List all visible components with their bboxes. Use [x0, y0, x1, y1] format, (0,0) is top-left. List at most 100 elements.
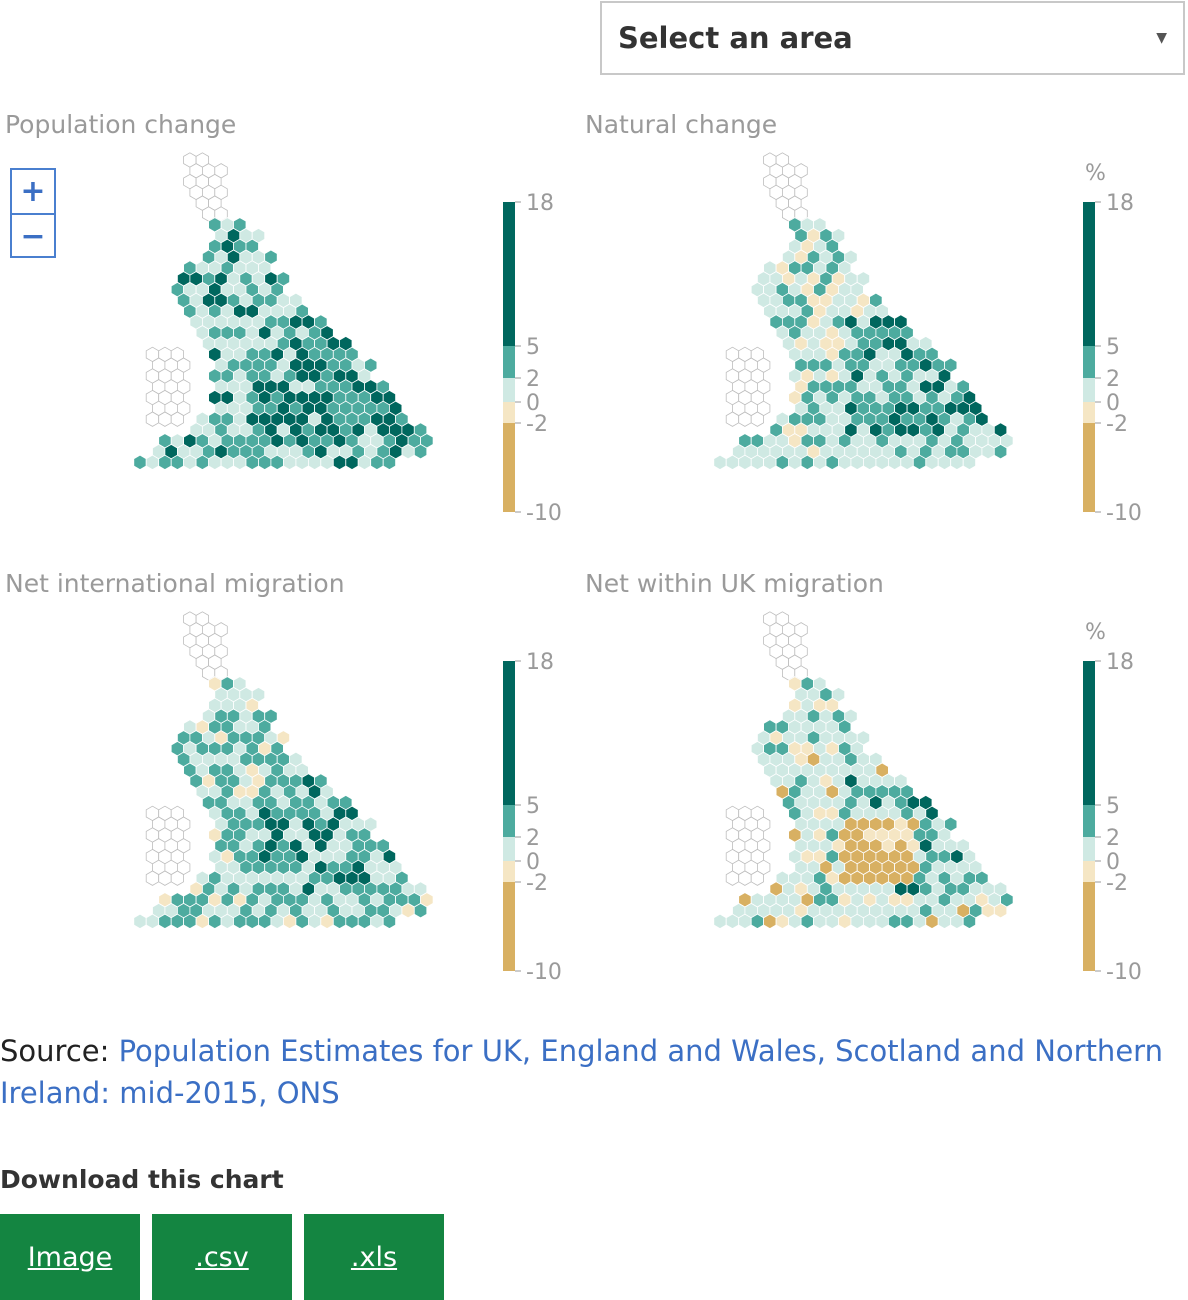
download-xls-button[interactable]: .xls	[304, 1214, 444, 1300]
hex-cell[interactable]	[413, 902, 428, 919]
hex-cell[interactable]	[750, 870, 764, 886]
hex-cell[interactable]	[725, 454, 740, 471]
hex-cell[interactable]	[282, 454, 297, 471]
hex-cell[interactable]	[145, 411, 160, 427]
hex-cell[interactable]	[887, 454, 902, 471]
download-csv-button[interactable]: .csv	[152, 1214, 292, 1300]
hex-cell[interactable]	[912, 913, 927, 930]
hex-cell[interactable]	[838, 913, 852, 930]
zoom-out-button[interactable]: −	[20, 219, 46, 254]
area-select[interactable]: Select an area ▼	[600, 1, 1185, 75]
hex-cell[interactable]	[825, 454, 839, 471]
hex-cell[interactable]	[307, 913, 322, 930]
hex-cell[interactable]	[307, 454, 322, 471]
hex-cell[interactable]	[183, 913, 197, 930]
hex-cell[interactable]	[900, 913, 914, 930]
hex-cell[interactable]	[750, 913, 764, 930]
hex-cell[interactable]	[170, 870, 184, 886]
hex-cell[interactable]	[320, 454, 334, 471]
hex-cell[interactable]	[295, 454, 309, 471]
hex-cell[interactable]	[345, 913, 359, 930]
hex-cell[interactable]	[413, 443, 428, 460]
hex-cell[interactable]	[183, 454, 197, 471]
hex-cell[interactable]	[788, 913, 802, 930]
hex-cell[interactable]	[800, 454, 814, 471]
source-link[interactable]: Population Estimates for UK, England and…	[0, 1034, 1163, 1110]
hex-cell[interactable]	[158, 870, 172, 886]
hex-cell[interactable]	[738, 870, 752, 886]
hex-cell[interactable]	[145, 454, 160, 471]
hex-cell[interactable]	[725, 870, 740, 886]
hex-cell[interactable]	[850, 454, 864, 471]
hex-cell[interactable]	[962, 454, 977, 471]
hex-cell[interactable]	[993, 443, 1008, 460]
hex-cell[interactable]	[345, 454, 359, 471]
hex-map[interactable]	[120, 140, 450, 560]
hex-cell[interactable]	[775, 913, 789, 930]
hex-cell[interactable]	[775, 454, 789, 471]
hex-cell[interactable]	[158, 411, 172, 427]
hex-cell[interactable]	[158, 454, 172, 471]
hex-cell[interactable]	[370, 454, 384, 471]
hex-cell[interactable]	[875, 454, 889, 471]
hex-cell[interactable]	[763, 913, 777, 930]
hex-cell[interactable]	[220, 913, 234, 930]
hex-cell[interactable]	[382, 454, 397, 471]
hex-cell[interactable]	[258, 913, 272, 930]
hex-cell[interactable]	[370, 913, 384, 930]
hex-cell[interactable]	[133, 913, 147, 930]
hex-cell[interactable]	[713, 454, 727, 471]
hex-cell[interactable]	[270, 913, 284, 930]
hex-cell[interactable]	[320, 913, 334, 930]
hex-map[interactable]	[700, 140, 1030, 560]
hex-cell[interactable]	[233, 454, 247, 471]
hex-cell[interactable]	[862, 454, 877, 471]
hex-map[interactable]	[120, 599, 450, 1019]
hex-cell[interactable]	[195, 913, 209, 930]
hex-cell[interactable]	[937, 454, 952, 471]
hex-cell[interactable]	[875, 913, 889, 930]
hex-cell[interactable]	[332, 454, 347, 471]
hex-cell[interactable]	[838, 454, 852, 471]
hex-map[interactable]	[700, 599, 1030, 1019]
hex-cell[interactable]	[950, 913, 964, 930]
hex-cell[interactable]	[357, 913, 372, 930]
hex-cell[interactable]	[170, 454, 184, 471]
hex-cell[interactable]	[981, 902, 995, 919]
hex-cell[interactable]	[925, 454, 939, 471]
hex-cell[interactable]	[738, 913, 752, 930]
hex-cell[interactable]	[195, 454, 209, 471]
hex-cell[interactable]	[993, 902, 1008, 919]
hex-cell[interactable]	[270, 454, 284, 471]
hex-cell[interactable]	[208, 913, 222, 930]
hex-cell[interactable]	[750, 411, 764, 427]
hex-cell[interactable]	[925, 913, 939, 930]
hex-cell[interactable]	[170, 411, 184, 427]
zoom-in-button[interactable]: +	[12, 170, 54, 215]
hex-cell[interactable]	[813, 454, 827, 471]
hex-cell[interactable]	[282, 913, 297, 930]
hex-cell[interactable]	[170, 913, 184, 930]
hex-cell[interactable]	[800, 913, 814, 930]
hex-cell[interactable]	[401, 902, 415, 919]
hex-cell[interactable]	[981, 443, 995, 460]
hex-cell[interactable]	[813, 913, 827, 930]
hex-cell[interactable]	[725, 913, 740, 930]
hex-cell[interactable]	[725, 411, 740, 427]
hex-cell[interactable]	[788, 454, 802, 471]
hex-cell[interactable]	[862, 913, 877, 930]
hex-cell[interactable]	[401, 443, 415, 460]
hex-cell[interactable]	[962, 913, 977, 930]
hex-cell[interactable]	[950, 454, 964, 471]
hex-cell[interactable]	[133, 454, 147, 471]
hex-cell[interactable]	[145, 870, 160, 886]
hex-cell[interactable]	[900, 454, 914, 471]
hex-cell[interactable]	[713, 913, 727, 930]
hex-cell[interactable]	[158, 913, 172, 930]
hex-cell[interactable]	[738, 411, 752, 427]
hex-cell[interactable]	[233, 913, 247, 930]
hex-cell[interactable]	[825, 913, 839, 930]
hex-cell[interactable]	[750, 454, 764, 471]
hex-cell[interactable]	[145, 913, 160, 930]
hex-cell[interactable]	[937, 913, 952, 930]
